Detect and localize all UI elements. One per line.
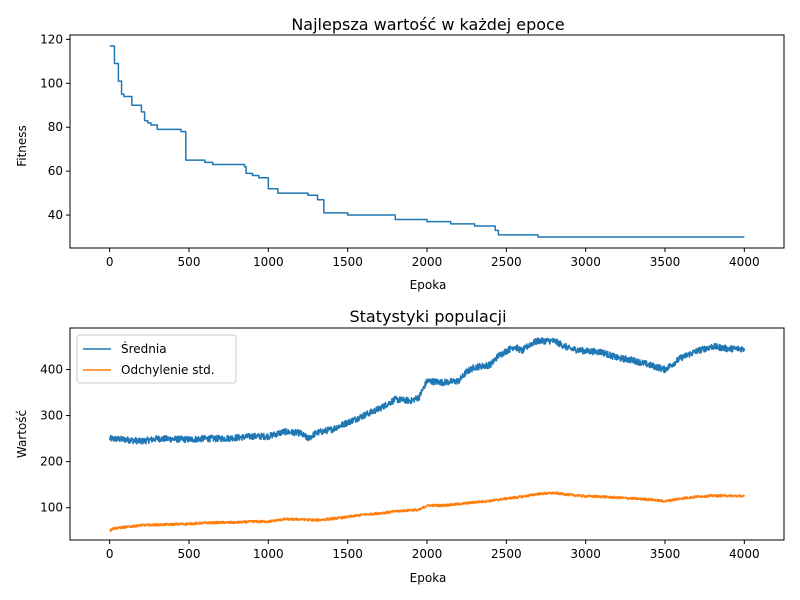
chart1-x-tick-label: 2500 bbox=[491, 255, 522, 269]
chart1-y-tick-label: 40 bbox=[48, 208, 63, 222]
chart2-series-0-line bbox=[108, 336, 746, 445]
chart2-x-tick-label: 3500 bbox=[650, 547, 681, 561]
chart2-y-ticks: 100 200 300 400 bbox=[40, 362, 70, 515]
chart1-x-label: Epoka bbox=[410, 278, 447, 292]
chart2-x-tick-label: 4000 bbox=[729, 547, 760, 561]
chart1-x-tick-label: 1500 bbox=[332, 255, 363, 269]
chart2-y-tick-label: 300 bbox=[40, 409, 63, 423]
legend-label-std: Odchylenie std. bbox=[121, 363, 215, 377]
chart1-y-ticks: 40 60 80 100 120 bbox=[40, 32, 70, 222]
chart2-x-tick-label: 2000 bbox=[412, 547, 443, 561]
chart2-y-tick-label: 100 bbox=[40, 501, 63, 515]
chart2-x-tick-label: 1000 bbox=[253, 547, 284, 561]
chart1-y-label: Fitness bbox=[15, 125, 29, 167]
chart1-x-tick-label: 1000 bbox=[253, 255, 284, 269]
chart1-y-tick-label: 120 bbox=[40, 32, 63, 46]
chart1-x-tick-label: 3000 bbox=[570, 255, 601, 269]
chart2-series-1-line bbox=[109, 491, 746, 533]
chart1-y-tick-label: 60 bbox=[48, 164, 63, 178]
chart2-x-tick-label: 500 bbox=[178, 547, 201, 561]
chart2-x-ticks: 0 500 1000 1500 2000 2500 3000 3500 4000 bbox=[106, 540, 760, 561]
chart1-x-tick-label: 0 bbox=[106, 255, 114, 269]
chart2-y-tick-label: 200 bbox=[40, 455, 63, 469]
chart1-x-ticks: 0 500 1000 1500 2000 2500 3000 3500 4000 bbox=[106, 248, 760, 269]
chart-best-fitness: Najlepsza wartość w każdej epoce 0 500 100… bbox=[15, 15, 785, 292]
chart2-x-tick-label: 3000 bbox=[570, 547, 601, 561]
chart2-plot-area bbox=[108, 336, 746, 533]
legend-box bbox=[76, 334, 237, 384]
chart2-x-tick-label: 1500 bbox=[332, 547, 363, 561]
chart2-y-tick-label: 400 bbox=[40, 362, 63, 376]
chart2-x-tick-label: 0 bbox=[106, 547, 114, 561]
chart1-x-tick-label: 2000 bbox=[412, 255, 443, 269]
legend-label-mean: Średnia bbox=[121, 341, 167, 356]
chart1-series-0-line bbox=[109, 45, 745, 238]
chart1-y-tick-label: 80 bbox=[48, 120, 63, 134]
chart1-y-tick-label: 100 bbox=[40, 76, 63, 90]
chart2-y-label: Wartość bbox=[15, 410, 29, 458]
chart2-legend: Średnia Odchylenie std. bbox=[76, 334, 237, 384]
chart1-x-tick-label: 3500 bbox=[650, 255, 681, 269]
chart2-title: Statystyki populacji bbox=[349, 307, 506, 326]
chart1-x-tick-label: 4000 bbox=[729, 255, 760, 269]
chart1-x-tick-label: 500 bbox=[178, 255, 201, 269]
chart2-x-tick-label: 2500 bbox=[491, 547, 522, 561]
chart1-plot-area bbox=[109, 45, 745, 238]
chart2-x-label: Epoka bbox=[410, 571, 447, 585]
chart1-title: Najlepsza wartość w każdej epoce bbox=[291, 15, 564, 34]
chart-population-stats: Statystyki populacji 0 500 1000 1500 2000 250… bbox=[15, 307, 785, 585]
